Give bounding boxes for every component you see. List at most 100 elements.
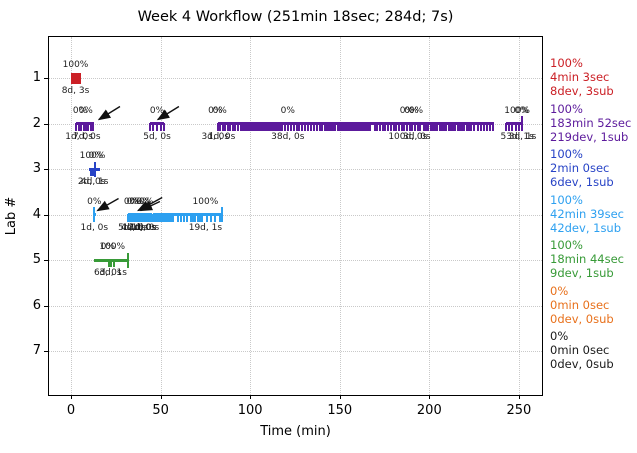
event-tick <box>346 122 349 131</box>
grid-line-horizontal <box>49 305 542 307</box>
legend-entry-lab-3: 100% 2min 0sec 6dev, 1sub <box>550 147 614 189</box>
event-end-tick <box>94 161 97 177</box>
percent-label: 100% <box>99 242 126 252</box>
devsub-label: 3d, 0s <box>201 131 230 142</box>
event-tick <box>264 122 267 131</box>
event-tick <box>141 213 144 222</box>
legend-devsub: 219dev, 1sub <box>550 129 629 144</box>
event-tick <box>86 122 89 131</box>
event-tick <box>71 72 74 84</box>
event-tick <box>508 122 511 131</box>
event-tick <box>397 122 400 131</box>
legend-devsub: 9dev, 1sub <box>550 266 614 280</box>
chart-title: Week 4 Workflow (251min 18sec; 284d; 7s) <box>137 9 454 25</box>
percent-label: 0% <box>87 196 102 207</box>
event-tick <box>488 122 491 131</box>
event-tick <box>384 122 387 131</box>
devsub-label: 1d, 0s <box>65 131 93 142</box>
event-tick <box>425 122 428 131</box>
percent-label: 0% <box>280 105 295 116</box>
event-tick <box>405 122 408 131</box>
percent-label: 0% <box>88 151 103 161</box>
event-tick <box>456 122 459 131</box>
y-tick-mark <box>44 78 49 79</box>
event-tick <box>224 122 227 131</box>
event-tick <box>179 213 182 222</box>
event-tick <box>260 122 263 131</box>
percent-label: 0% <box>514 105 529 116</box>
event-tick <box>431 122 434 131</box>
legend-entry-lab-6: 0% 0min 0sec 0dev, 0sub <box>550 284 614 326</box>
event-tick <box>295 122 298 131</box>
event-tick <box>239 122 242 131</box>
legend-time: 183min 52sec <box>550 115 632 130</box>
event-tick <box>214 213 217 222</box>
event-tick <box>332 122 335 131</box>
event-tick <box>216 122 219 131</box>
y-tick-mark <box>44 260 49 261</box>
event-tick <box>463 122 466 131</box>
devsub-label: 3d, 1s <box>508 131 537 142</box>
event-tick <box>326 122 329 131</box>
event-tick <box>133 213 136 222</box>
devsub-label: 19d, 1s <box>188 222 223 233</box>
event-tick <box>458 122 461 131</box>
legend-time: 42min 39sec <box>550 206 624 221</box>
devsub-label: 1d, 0s <box>80 222 109 233</box>
devsub-label: 100d, 0s <box>388 131 428 142</box>
event-tick <box>304 122 307 131</box>
x-tick-label: 250 <box>506 403 532 418</box>
event-tick <box>336 122 339 131</box>
event-tick <box>328 122 331 131</box>
event-tick <box>113 259 116 267</box>
event-tick <box>77 72 80 84</box>
x-tick-label: 150 <box>327 403 353 418</box>
devsub-label: 2d, 0s <box>77 177 106 187</box>
percent-label: 100% <box>62 60 89 70</box>
event-tick <box>445 122 448 131</box>
event-tick <box>273 122 276 131</box>
event-tick <box>78 72 81 84</box>
event-tick <box>514 122 517 131</box>
event-tick <box>144 213 147 222</box>
event-tick <box>350 122 353 131</box>
event-tick <box>190 213 193 222</box>
event-tick <box>77 122 80 131</box>
event-tick <box>342 122 345 131</box>
event-tick <box>255 122 258 131</box>
event-tick <box>110 259 113 267</box>
y-tick-mark <box>44 214 49 216</box>
legend-devsub: 0dev, 0sub <box>550 311 614 326</box>
event-bar <box>506 122 522 125</box>
grid-line-horizontal <box>49 260 542 261</box>
event-end-tick <box>93 207 96 222</box>
event-tick <box>145 213 148 222</box>
event-tick <box>128 213 131 222</box>
event-tick <box>253 122 256 131</box>
event-tick <box>436 122 439 131</box>
event-tick <box>367 122 370 131</box>
event-tick <box>309 122 312 131</box>
event-tick <box>340 122 343 131</box>
percent-label: 0% <box>408 105 424 116</box>
event-tick <box>200 213 203 222</box>
legend-entry-lab-7: 0% 0min 0sec 0dev, 0sub <box>550 329 614 371</box>
legend-entry-lab-5: 100% 18min 44sec 9dev, 1sub <box>550 238 624 280</box>
event-tick <box>447 122 450 131</box>
devsub-label: 1d, 0s <box>207 131 236 142</box>
event-tick <box>289 122 292 131</box>
event-tick <box>359 122 362 131</box>
event-tick <box>74 72 77 84</box>
percent-label: 0% <box>129 196 144 207</box>
event-tick <box>443 122 446 131</box>
x-tick-label: 100 <box>237 403 263 418</box>
event-end-tick <box>520 116 523 131</box>
event-tick <box>452 122 455 131</box>
percent-label: 100% <box>192 196 219 207</box>
event-tick <box>479 122 482 131</box>
percent-label: 0% <box>399 105 415 116</box>
event-tick <box>473 122 476 131</box>
event-tick <box>465 122 468 131</box>
event-tick <box>242 122 245 131</box>
y-tick-label: 5 <box>32 252 41 267</box>
